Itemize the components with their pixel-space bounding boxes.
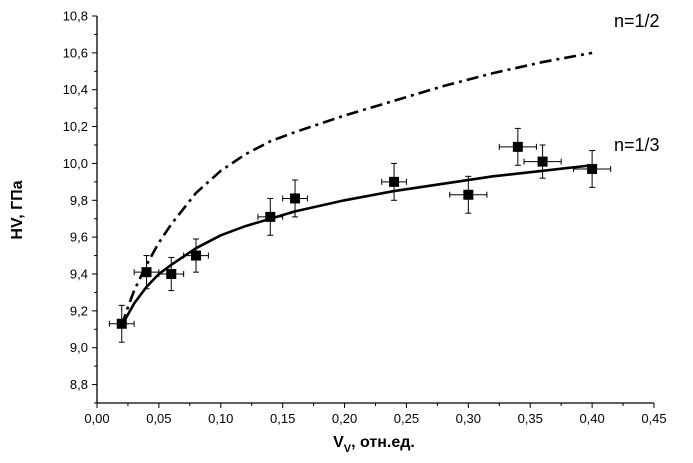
x-tick-label: 0,30 xyxy=(456,411,481,426)
x-tick-label: 0,40 xyxy=(579,411,604,426)
square-marker xyxy=(166,269,177,279)
data-point xyxy=(381,162,407,201)
y-tick-label: 10,8 xyxy=(63,9,88,24)
square-marker xyxy=(141,267,152,278)
x-tick-label: 0,15 xyxy=(270,411,295,426)
data-point xyxy=(282,179,308,218)
annotation-n-half: n=1/2 xyxy=(614,11,660,31)
y-tick-label: 9,8 xyxy=(70,193,88,208)
data-point xyxy=(108,304,135,343)
x-tick-label: 0,05 xyxy=(146,411,171,426)
square-marker xyxy=(463,189,474,200)
x-tick-label: 0,10 xyxy=(208,411,233,426)
data-point xyxy=(183,238,209,273)
square-marker xyxy=(116,318,127,329)
x-axis-title-subscript: V xyxy=(344,443,352,455)
data-points xyxy=(108,127,612,343)
y-tick-label: 10,4 xyxy=(63,82,88,97)
square-marker xyxy=(587,163,598,174)
y-tick-label: 9,0 xyxy=(70,340,88,355)
x-tick-label: 0,20 xyxy=(332,411,357,426)
x-tick-label: 0,35 xyxy=(518,411,543,426)
data-point xyxy=(449,175,488,214)
y-tick-label: 10,0 xyxy=(63,156,88,171)
square-marker xyxy=(265,211,276,222)
data-point xyxy=(523,144,562,179)
square-marker xyxy=(389,176,400,187)
y-axis-title: HV, ГПа xyxy=(9,180,26,239)
y-tick-label: 9,2 xyxy=(70,303,88,318)
y-tick-label: 8,8 xyxy=(70,377,88,392)
data-point xyxy=(158,256,185,292)
curves xyxy=(120,51,593,327)
axes: 0,00 0,05 0,10 0,15 0,20 0,25 0,30 0,35 0,40 0,45… xyxy=(63,9,667,427)
y-tick-label: 9,4 xyxy=(70,267,88,282)
x-axis-title-suffix: , отн.ед. xyxy=(351,434,415,451)
annotation-n-third: n=1/3 xyxy=(614,135,660,155)
y-tick-label: 10,6 xyxy=(63,45,88,60)
data-point xyxy=(257,197,284,236)
square-marker xyxy=(512,141,523,152)
y-tick-label: 10,2 xyxy=(63,119,88,134)
curve-n-half xyxy=(120,51,593,327)
square-marker xyxy=(191,250,202,261)
curve-n-third xyxy=(120,163,593,327)
square-marker xyxy=(537,156,548,167)
x-axis-title-main: V xyxy=(333,434,344,451)
y-tick-label: 9,6 xyxy=(70,230,88,245)
data-point xyxy=(498,127,537,166)
x-tick-label: 0,45 xyxy=(641,411,666,426)
square-marker xyxy=(290,193,301,204)
x-axis-title: VV, отн.ед. xyxy=(333,434,415,455)
x-tick-label: 0,00 xyxy=(84,411,109,426)
x-tick-label: 0,25 xyxy=(394,411,419,426)
data-point xyxy=(573,150,612,188)
